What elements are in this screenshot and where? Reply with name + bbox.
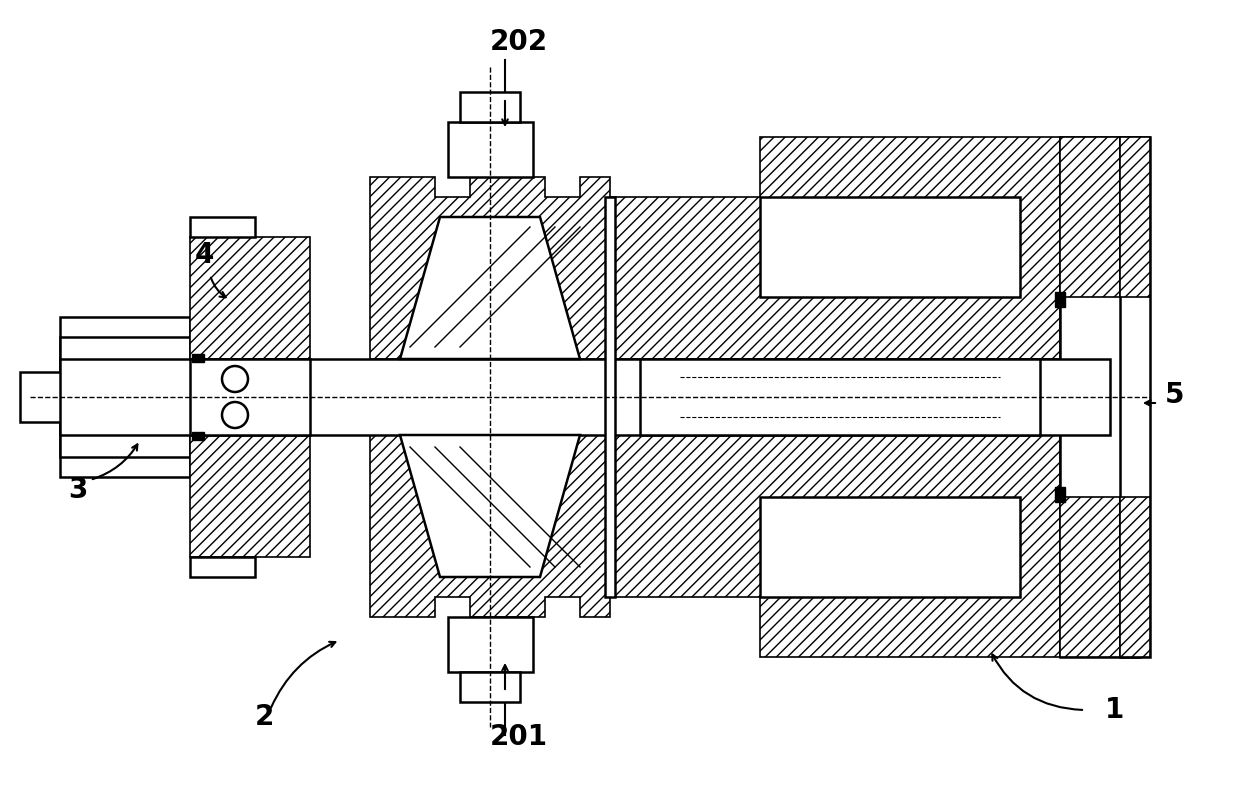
Polygon shape xyxy=(370,177,610,359)
Polygon shape xyxy=(1060,137,1120,297)
Polygon shape xyxy=(610,137,1060,359)
Text: 201: 201 xyxy=(490,723,548,751)
Circle shape xyxy=(222,366,248,392)
Bar xyxy=(190,557,255,577)
Bar xyxy=(1060,137,1140,657)
Bar xyxy=(60,317,190,477)
Text: 5: 5 xyxy=(1166,381,1184,409)
Bar xyxy=(1055,292,1065,307)
Text: 2: 2 xyxy=(255,703,274,731)
Polygon shape xyxy=(401,435,580,577)
Polygon shape xyxy=(1120,497,1149,657)
Polygon shape xyxy=(401,217,580,359)
Text: 4: 4 xyxy=(195,241,215,269)
Bar xyxy=(60,359,1110,435)
Bar xyxy=(640,359,1040,435)
Bar xyxy=(605,197,615,597)
Bar xyxy=(190,359,310,435)
Polygon shape xyxy=(1120,137,1149,297)
Bar xyxy=(760,497,1021,597)
Polygon shape xyxy=(190,237,310,359)
Polygon shape xyxy=(190,435,310,557)
Bar xyxy=(448,122,533,177)
Polygon shape xyxy=(370,435,610,617)
Bar xyxy=(192,432,205,440)
Text: 1: 1 xyxy=(1105,696,1125,724)
Bar xyxy=(460,672,520,702)
Bar xyxy=(192,354,205,362)
Text: 3: 3 xyxy=(68,476,87,504)
Bar xyxy=(1120,137,1149,657)
Circle shape xyxy=(222,402,248,428)
Bar xyxy=(190,217,255,237)
Bar xyxy=(1055,487,1065,502)
Polygon shape xyxy=(1060,497,1120,657)
Bar xyxy=(60,337,190,457)
Text: 202: 202 xyxy=(490,28,548,56)
Bar xyxy=(448,617,533,672)
Bar xyxy=(760,197,1021,297)
Bar xyxy=(460,92,520,122)
Polygon shape xyxy=(610,435,1060,657)
Bar xyxy=(20,372,62,422)
